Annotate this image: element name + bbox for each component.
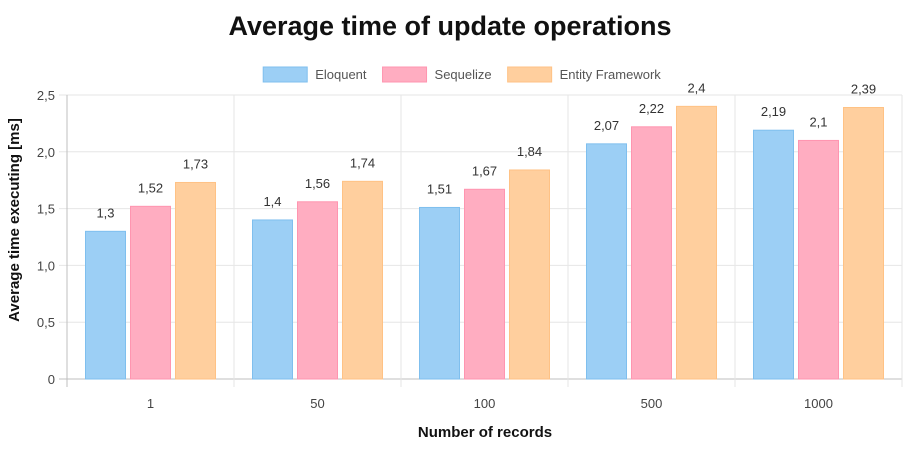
bar [464, 188, 505, 380]
bar [753, 129, 794, 380]
x-axis-title: Number of records [418, 424, 552, 441]
x-tick-label: 100 [474, 396, 496, 411]
y-tick-label: 1,5 [37, 202, 55, 217]
bar [130, 205, 171, 380]
x-tick-label: 1 [147, 396, 154, 411]
y-tick-label: 0,5 [37, 315, 55, 330]
bar [85, 230, 126, 380]
chart-title: Average time of update operations [228, 11, 671, 41]
x-tick-label: 1000 [804, 396, 833, 411]
legend-swatch [507, 66, 553, 83]
data-label: 2,39 [851, 81, 876, 96]
legend-label: Entity Framework [560, 67, 662, 82]
bar [297, 201, 338, 380]
bar [252, 219, 293, 380]
bars [85, 105, 884, 380]
bar [586, 143, 627, 380]
y-tick-label: 2,5 [37, 88, 55, 103]
data-label: 1,3 [96, 205, 114, 220]
data-label: 1,84 [517, 144, 542, 159]
y-tick-label: 0 [48, 372, 55, 387]
bar [342, 180, 383, 380]
data-label: 1,74 [350, 155, 375, 170]
data-label: 1,56 [305, 176, 330, 191]
data-label: 2,19 [761, 104, 786, 119]
data-label: 1,73 [183, 156, 208, 171]
bar [843, 106, 884, 380]
legend: Eloquent Sequelize Entity Framework [262, 66, 662, 83]
legend-swatch [262, 66, 308, 83]
bar [676, 105, 717, 380]
data-label: 2,1 [809, 114, 827, 129]
data-label: 2,07 [594, 118, 619, 133]
data-label: 1,52 [138, 180, 163, 195]
bar [798, 139, 839, 380]
x-tick-label: 500 [641, 396, 663, 411]
legend-swatch [382, 66, 428, 83]
x-tick-label: 50 [310, 396, 324, 411]
legend-label: Eloquent [315, 67, 367, 82]
y-tick-label: 2,0 [37, 145, 55, 160]
data-label: 2,22 [639, 101, 664, 116]
bar [419, 206, 460, 380]
data-label: 1,67 [472, 163, 497, 178]
data-labels: 1,3 1,4 1,51 2,07 2,19 1,52 1,56 1,67 2,22 2,1 1,7… [96, 80, 876, 220]
axes: 0 0,5 1,0 1,5 2,0 2,5 1 50 100 500 1000 [37, 88, 833, 411]
data-label: 1,51 [427, 181, 452, 196]
bar [175, 181, 216, 380]
y-tick-label: 1,0 [37, 258, 55, 273]
legend-label: Sequelize [435, 67, 492, 82]
data-label: 2,4 [687, 80, 705, 95]
data-label: 1,4 [263, 194, 281, 209]
bar [509, 169, 550, 380]
y-axis-title: Average time executing [ms] [6, 118, 23, 322]
bar [631, 126, 672, 380]
